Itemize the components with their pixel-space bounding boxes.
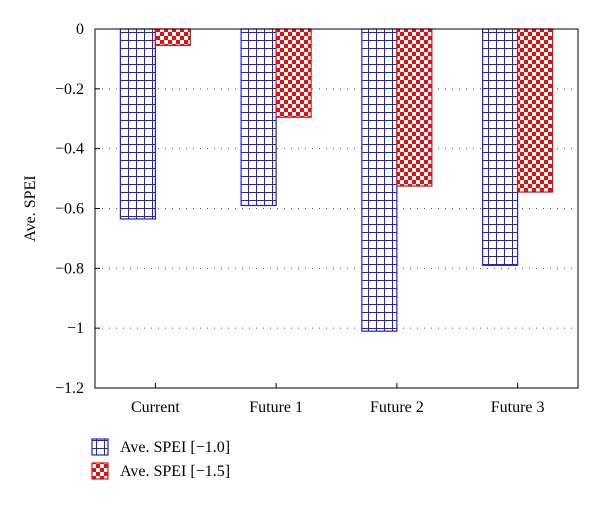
y-tick-label: −0.8 (55, 260, 84, 277)
legend-label: Ave. SPEI [−1.5] (120, 463, 230, 480)
x-axis-ticks: Current Future 1 Future 2 Future 3 (131, 383, 545, 416)
y-tick-label: −1 (67, 320, 84, 337)
y-tick-label: −1.2 (55, 380, 84, 397)
bar-spei-1-5-future-3 (517, 28, 554, 193)
bar-spei-1-0-future-3 (482, 28, 519, 266)
y-tick-label: −0.2 (55, 81, 84, 98)
y-tick-label: 0 (76, 21, 84, 38)
bars (119, 28, 554, 332)
y-tick-label: −0.4 (55, 141, 84, 158)
x-tick-label: Future 3 (491, 399, 545, 416)
bar-spei-1-0-future-1 (240, 28, 277, 207)
y-tick-label: −0.6 (55, 201, 84, 218)
bar-spei-1-5-future-1 (275, 28, 312, 118)
legend-swatch (91, 438, 109, 456)
x-tick-label: Current (131, 399, 180, 416)
x-tick-label: Future 1 (249, 399, 303, 416)
x-tick-label: Future 2 (370, 399, 424, 416)
bar-spei-1-0-current (119, 28, 156, 220)
bar-spei-1-5-future-2 (396, 28, 433, 187)
legend: Ave. SPEI [−1.0] Ave. SPEI [−1.5] (91, 438, 230, 480)
y-axis-ticks: 0 −0.2 −0.4 −0.6 −0.8 −1 −1.2 (55, 21, 100, 397)
bar-spei-1-5-current (154, 28, 191, 47)
bar-spei-1-0-future-2 (361, 28, 398, 332)
legend-swatch (91, 462, 109, 480)
legend-label: Ave. SPEI [−1.0] (120, 439, 230, 456)
y-axis-label: Ave. SPEI (22, 175, 39, 241)
